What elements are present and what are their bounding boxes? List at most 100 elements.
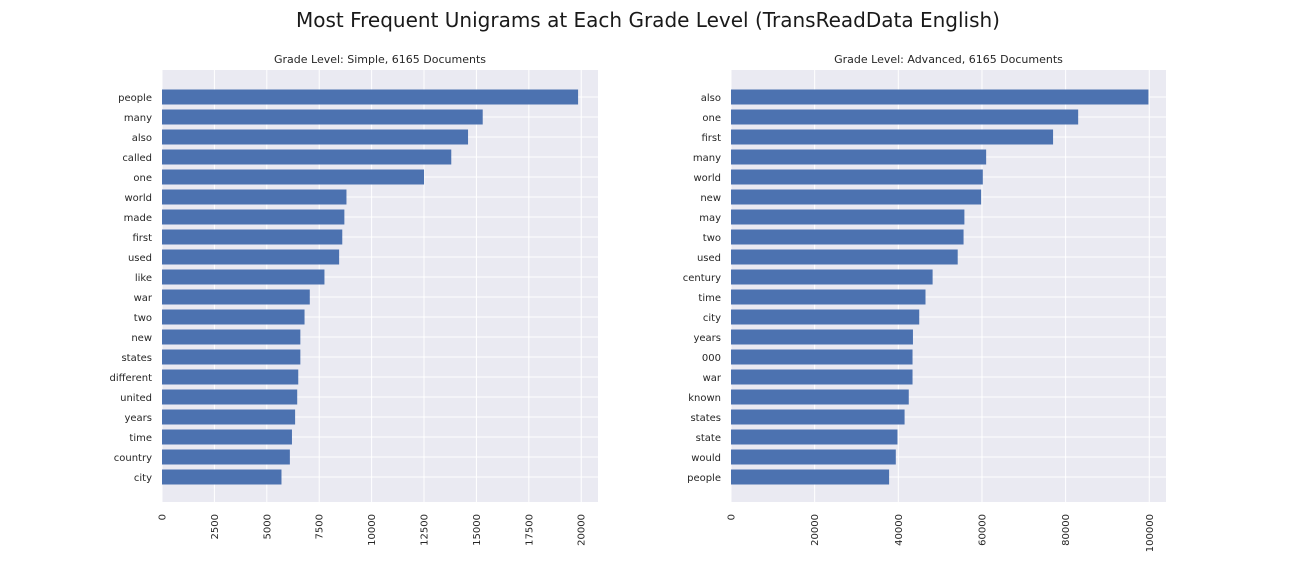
x-tick-label: 17500 — [524, 514, 535, 546]
category-label: states — [690, 413, 721, 424]
category-label: states — [121, 353, 152, 364]
category-label: years — [693, 333, 721, 344]
figure-title: Most Frequent Unigrams at Each Grade Lev… — [295, 8, 1000, 32]
x-tick-label: 20000 — [577, 514, 588, 546]
x-tick-label: 10000 — [367, 514, 378, 546]
x-tick-label: 12500 — [420, 514, 431, 546]
bar-two — [731, 229, 964, 245]
bar-different — [162, 369, 299, 385]
bar-called — [162, 149, 452, 165]
subplot-title: Grade Level: Advanced, 6165 Documents — [834, 53, 1063, 66]
category-label: like — [135, 273, 152, 284]
category-label: united — [120, 393, 152, 404]
chart-panel-advanced: also one first many world new may two used centur… — [683, 53, 1166, 552]
bar-first — [731, 129, 1054, 145]
bar-city — [162, 469, 282, 485]
bar-used — [731, 249, 958, 265]
x-tick-label: 7500 — [315, 514, 326, 539]
bar-also — [731, 89, 1149, 105]
category-label: first — [132, 233, 152, 244]
bar-many — [731, 149, 987, 165]
category-label: people — [687, 473, 721, 484]
bar-war — [731, 369, 913, 385]
category-label: used — [128, 253, 152, 264]
x-tick-label: 2500 — [210, 514, 221, 539]
bar-made — [162, 209, 345, 225]
category-label: people — [118, 93, 152, 104]
x-tick-label: 20000 — [810, 514, 821, 546]
category-label: century — [683, 273, 721, 284]
bar-like — [162, 269, 325, 285]
x-tick-label: 40000 — [894, 514, 905, 546]
category-label: called — [122, 153, 152, 164]
bar-first — [162, 229, 343, 245]
bar-world — [731, 169, 983, 185]
bar-also — [162, 129, 469, 145]
bar-years — [731, 329, 913, 345]
bar-country — [162, 449, 290, 465]
bar-years — [162, 409, 296, 425]
bar-two — [162, 309, 305, 325]
x-tick-label: 60000 — [977, 514, 988, 546]
bar-people — [162, 89, 579, 105]
category-label: war — [134, 293, 153, 304]
bar-city — [731, 309, 920, 325]
bar-000 — [731, 349, 913, 365]
bar-time — [162, 429, 292, 445]
category-label: two — [703, 233, 721, 244]
category-label: may — [699, 213, 721, 224]
bar-states — [731, 409, 905, 425]
category-label: city — [134, 473, 152, 484]
x-tick-label: 80000 — [1061, 514, 1072, 546]
category-label: would — [691, 453, 721, 464]
category-label: time — [129, 433, 152, 444]
category-label: world — [693, 173, 721, 184]
category-label: first — [701, 133, 721, 144]
category-label: also — [701, 93, 721, 104]
bar-united — [162, 389, 298, 405]
bar-people — [731, 469, 890, 485]
category-label: time — [698, 293, 721, 304]
bar-known — [731, 389, 909, 405]
x-tick-label: 15000 — [472, 514, 483, 546]
category-label: 000 — [702, 353, 721, 364]
bar-states — [162, 349, 301, 365]
category-label: many — [693, 153, 721, 164]
category-label: state — [696, 433, 721, 444]
bar-one — [162, 169, 425, 185]
x-tick-label: 5000 — [262, 514, 273, 539]
bar-state — [731, 429, 898, 445]
x-tick-label: 0 — [727, 514, 738, 520]
category-label: country — [114, 453, 152, 464]
bar-war — [162, 289, 310, 305]
bar-would — [731, 449, 896, 465]
chart-panel-simple: people many also called one world made first use… — [110, 53, 598, 546]
category-label: different — [110, 373, 153, 384]
category-label: new — [700, 193, 721, 204]
bar-new — [731, 189, 982, 205]
category-label: new — [131, 333, 152, 344]
category-label: war — [703, 373, 722, 384]
category-label: many — [124, 113, 152, 124]
x-tick-label: 100000 — [1145, 514, 1156, 552]
subplot-title: Grade Level: Simple, 6165 Documents — [274, 53, 486, 66]
bar-century — [731, 269, 933, 285]
category-label: world — [124, 193, 152, 204]
category-label: also — [132, 133, 152, 144]
category-label: one — [702, 113, 721, 124]
bar-world — [162, 189, 347, 205]
bar-may — [731, 209, 965, 225]
bar-time — [731, 289, 926, 305]
x-tick-label: 0 — [158, 514, 169, 520]
category-label: used — [697, 253, 721, 264]
category-label: years — [124, 413, 152, 424]
bar-one — [731, 109, 1079, 125]
category-label: one — [133, 173, 152, 184]
category-label: made — [124, 213, 152, 224]
bar-used — [162, 249, 340, 265]
category-label: city — [703, 313, 721, 324]
category-label: known — [688, 393, 721, 404]
category-label: two — [134, 313, 152, 324]
bar-new — [162, 329, 301, 345]
